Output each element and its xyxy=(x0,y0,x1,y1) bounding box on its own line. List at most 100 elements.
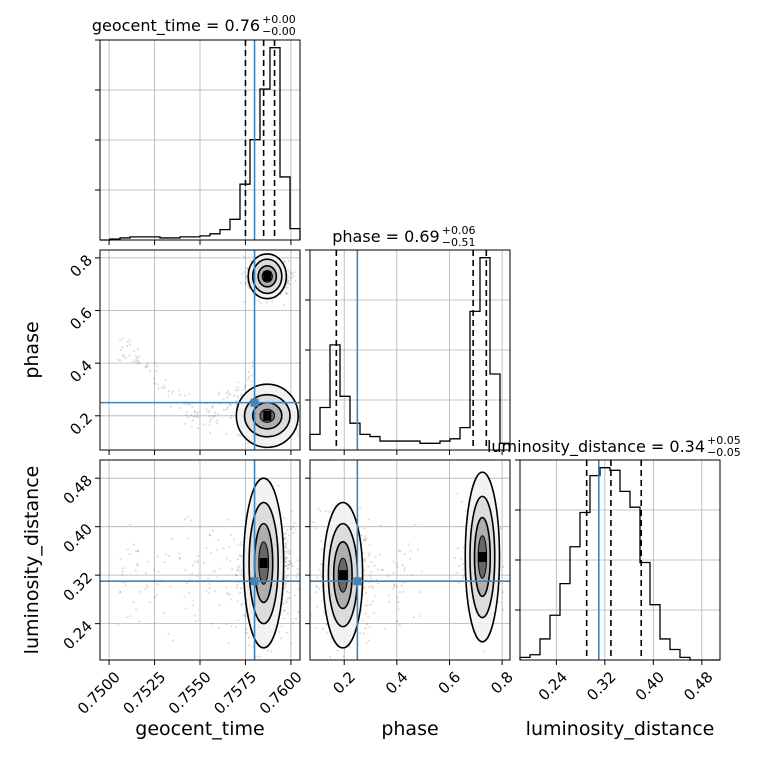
sample-point xyxy=(153,382,156,385)
sample-point xyxy=(236,600,239,603)
sample-point xyxy=(167,395,170,398)
sample-point xyxy=(126,616,129,619)
sample-point xyxy=(377,582,380,585)
sample-point xyxy=(155,370,158,373)
sample-point xyxy=(325,623,328,626)
sample-point xyxy=(208,533,211,537)
sample-point xyxy=(317,507,320,510)
sample-point xyxy=(136,348,140,351)
sample-point xyxy=(208,587,211,590)
sample-point xyxy=(186,537,189,540)
sample-point xyxy=(243,271,246,274)
sample-point xyxy=(367,639,370,642)
sample-point xyxy=(178,552,181,555)
sample-point xyxy=(122,355,125,358)
sample-point xyxy=(207,577,210,580)
sample-point xyxy=(156,365,159,368)
sample-point xyxy=(178,406,181,410)
sample-point xyxy=(369,603,372,606)
panel-title-lower-error: −0.00 xyxy=(262,25,296,38)
sample-point xyxy=(144,587,147,590)
sample-point xyxy=(239,554,242,557)
sample-point xyxy=(371,586,374,590)
truth-marker xyxy=(250,577,259,586)
sample-point xyxy=(145,584,148,587)
sample-point xyxy=(265,301,268,304)
sample-point xyxy=(395,562,398,565)
sample-point xyxy=(370,570,373,573)
sample-point xyxy=(284,564,288,568)
sample-point xyxy=(223,408,226,411)
sample-point xyxy=(163,560,166,564)
sample-point xyxy=(367,565,370,568)
sample-point xyxy=(322,627,325,630)
sample-point xyxy=(326,631,329,634)
sample-point xyxy=(365,622,368,626)
sample-point xyxy=(297,588,300,591)
sample-point xyxy=(226,592,229,596)
sample-point xyxy=(222,398,225,401)
sample-point xyxy=(456,492,459,495)
sample-point xyxy=(208,423,211,426)
sample-point xyxy=(294,279,297,282)
sample-point xyxy=(247,285,250,288)
sample-point xyxy=(191,405,194,408)
sample-point xyxy=(398,549,401,553)
sample-point xyxy=(462,545,466,549)
sample-point xyxy=(241,388,244,391)
sample-point xyxy=(225,622,228,626)
panel-frame xyxy=(99,459,301,661)
panel-frame xyxy=(99,39,301,241)
sample-point xyxy=(239,541,243,544)
sample-point xyxy=(368,552,371,555)
sample-point xyxy=(285,286,288,289)
sample-point xyxy=(243,602,246,605)
sample-point xyxy=(372,611,375,615)
sample-point xyxy=(250,380,253,383)
sample-point xyxy=(291,438,294,441)
sample-point xyxy=(244,383,247,386)
sample-point xyxy=(285,577,288,580)
sample-point xyxy=(364,604,367,607)
sample-point xyxy=(227,642,230,645)
sample-point xyxy=(397,601,400,604)
sample-point xyxy=(119,348,122,352)
sample-point xyxy=(251,365,254,368)
sample-point xyxy=(283,537,286,540)
sample-point xyxy=(287,566,290,570)
sample-point xyxy=(460,558,463,561)
sample-point xyxy=(291,565,294,568)
sample-point xyxy=(208,432,212,435)
sample-point xyxy=(136,362,139,365)
sample-point xyxy=(171,390,174,393)
sample-point xyxy=(202,423,205,426)
sample-point xyxy=(243,386,246,389)
sample-point xyxy=(320,571,323,574)
sample-point xyxy=(146,560,150,563)
sample-point xyxy=(208,534,212,537)
y-tick-label: 0.6 xyxy=(66,304,96,334)
sample-point xyxy=(285,292,288,295)
sample-point xyxy=(403,553,406,556)
sample-point xyxy=(178,556,181,559)
sample-point xyxy=(392,585,395,588)
sample-point xyxy=(225,408,229,411)
sample-point xyxy=(285,601,288,604)
sample-point xyxy=(395,585,398,588)
sample-point xyxy=(285,599,288,602)
sample-point xyxy=(418,591,421,594)
sample-point xyxy=(212,415,215,418)
sample-point xyxy=(249,260,252,263)
x-axis-label: geocent_time xyxy=(135,718,264,740)
sample-point xyxy=(205,408,208,411)
sample-point xyxy=(194,620,197,623)
sample-point xyxy=(458,564,461,568)
sample-point xyxy=(403,567,406,570)
sample-point xyxy=(283,583,287,586)
sample-point xyxy=(202,561,205,564)
sample-point xyxy=(129,615,132,618)
sample-point xyxy=(235,403,238,406)
sample-point xyxy=(247,371,251,374)
sample-point xyxy=(128,523,132,526)
sample-point xyxy=(282,602,285,606)
